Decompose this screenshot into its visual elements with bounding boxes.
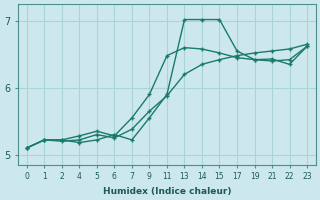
X-axis label: Humidex (Indice chaleur): Humidex (Indice chaleur) — [103, 187, 231, 196]
